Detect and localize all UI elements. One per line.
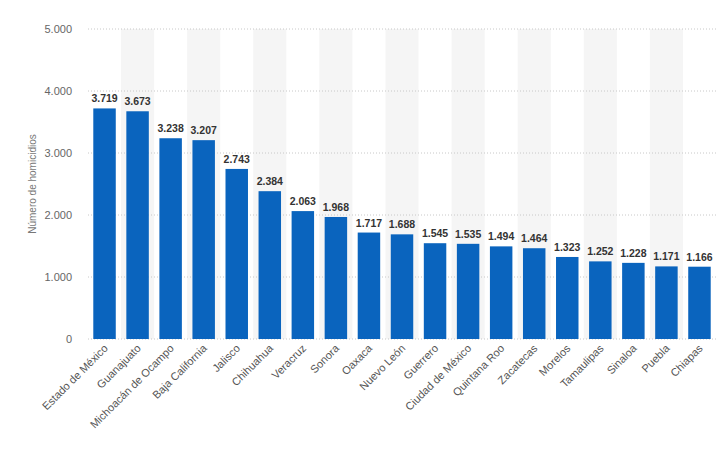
x-tick-label: Veracruz xyxy=(269,342,308,381)
data-label: 2.384 xyxy=(257,175,283,187)
column-stripe xyxy=(187,29,220,339)
grid-line xyxy=(88,153,716,154)
data-label: 3.238 xyxy=(157,122,183,134)
bar xyxy=(325,217,347,339)
bar xyxy=(225,169,247,339)
bar xyxy=(93,108,115,339)
column-stripe xyxy=(518,29,551,339)
y-tick-label: 0 xyxy=(66,333,72,345)
column-stripe xyxy=(584,29,617,339)
bar xyxy=(556,257,578,339)
bar xyxy=(292,211,314,339)
column-stripe xyxy=(121,29,154,339)
bar xyxy=(589,261,611,339)
data-label: 1.494 xyxy=(488,230,514,242)
bar xyxy=(159,138,181,339)
x-tick-label: Quintana Roo xyxy=(450,342,506,398)
y-tick-label: 1.000 xyxy=(44,271,72,283)
data-label: 1.166 xyxy=(686,251,712,263)
chart-svg: 0 1.000 2.000 3.000 4.000 5.000 Número de homi… xyxy=(0,0,724,465)
y-tick-label: 5.000 xyxy=(44,23,72,35)
column-stripe xyxy=(650,29,683,339)
y-tick-label: 3.000 xyxy=(44,147,72,159)
bars xyxy=(93,108,710,339)
data-label: 1.323 xyxy=(554,241,580,253)
x-tick-label: Nuevo León xyxy=(357,342,407,392)
data-label: 1.252 xyxy=(587,245,613,257)
bar xyxy=(490,246,512,339)
bar xyxy=(424,243,446,339)
x-tick-label: Chihuahua xyxy=(229,341,276,388)
column-stripe xyxy=(385,29,418,339)
column-stripe xyxy=(319,29,352,339)
bar xyxy=(457,244,479,339)
grid-line xyxy=(88,29,716,30)
bar xyxy=(259,191,281,339)
chart-container: 0 1.000 2.000 3.000 4.000 5.000 Número de homi… xyxy=(0,0,724,465)
grid-line xyxy=(88,215,716,216)
y-axis-title: Número de homicidios xyxy=(27,134,38,234)
data-label: 1.535 xyxy=(455,228,481,240)
data-label: 1.688 xyxy=(389,218,415,230)
x-tick-label: Jalisco xyxy=(210,342,242,374)
x-tick-label: Baja California xyxy=(150,341,210,401)
y-tick-label: 2.000 xyxy=(44,209,72,221)
data-label: 1.968 xyxy=(323,201,349,213)
y-tick-label: 4.000 xyxy=(44,85,72,97)
x-tick-label: Tamaulipas xyxy=(558,342,606,390)
data-label: 3.673 xyxy=(124,95,150,107)
x-tick-label: Chiapas xyxy=(668,342,705,379)
bar xyxy=(622,263,644,339)
x-tick-label: Sinaloa xyxy=(604,341,639,376)
data-label: 1.228 xyxy=(620,247,646,259)
bar xyxy=(523,248,545,339)
column-stripe xyxy=(452,29,485,339)
grid-line xyxy=(88,91,716,92)
data-label: 2.063 xyxy=(290,195,316,207)
data-label: 3.207 xyxy=(191,124,217,136)
data-label: 1.464 xyxy=(521,232,547,244)
data-label: 2.743 xyxy=(224,153,250,165)
column-stripe xyxy=(253,29,286,339)
data-label: 1.171 xyxy=(653,250,679,262)
data-label: 1.717 xyxy=(356,217,382,229)
bar xyxy=(655,266,677,339)
data-label: 1.545 xyxy=(422,227,448,239)
bar xyxy=(126,111,148,339)
x-tick-label: Sonora xyxy=(308,341,342,375)
data-label: 3.719 xyxy=(91,92,117,104)
bar xyxy=(358,233,380,339)
bar xyxy=(688,267,710,339)
bar xyxy=(192,140,214,339)
bar xyxy=(391,234,413,339)
x-tick-label: Zacatecas xyxy=(495,342,540,387)
